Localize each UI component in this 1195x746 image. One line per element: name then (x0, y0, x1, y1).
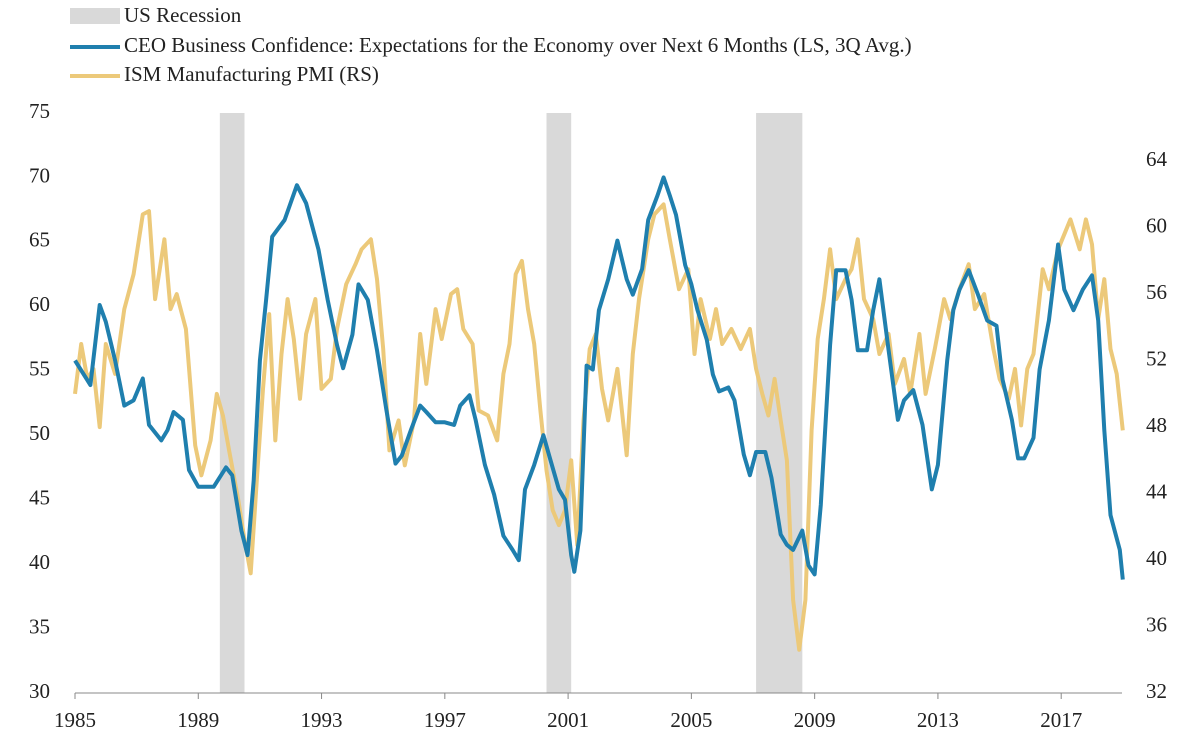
y2-tick-label: 64 (1146, 147, 1168, 171)
x-tick-label: 2017 (1040, 708, 1082, 732)
x-tick-label: 1993 (301, 708, 343, 732)
legend-swatch (70, 8, 120, 24)
x-tick-label: 2013 (917, 708, 959, 732)
y2-tick-label: 40 (1146, 546, 1167, 570)
y-tick-label: 60 (29, 292, 50, 316)
y-tick-label: 70 (29, 163, 50, 187)
y2-tick-label: 56 (1146, 280, 1167, 304)
y-tick-label: 55 (29, 357, 50, 381)
y-tick-label: 65 (29, 228, 50, 252)
y2-tick-label: 44 (1146, 479, 1168, 503)
series-line (73, 202, 1125, 652)
y-tick-label: 45 (29, 485, 50, 509)
x-tick-label: 1989 (177, 708, 219, 732)
y2-tick-label: 32 (1146, 679, 1167, 703)
legend-label: CEO Business Confidence: Expectations fo… (124, 33, 912, 57)
series-line (73, 175, 1125, 580)
y-tick-label: 40 (29, 550, 50, 574)
legend-label: US Recession (124, 3, 242, 27)
recession-band (546, 113, 572, 693)
y2-tick-label: 48 (1146, 413, 1167, 437)
y2-tick-label: 52 (1146, 346, 1167, 370)
y2-tick-label: 60 (1146, 213, 1167, 237)
legend-label: ISM Manufacturing PMI (RS) (124, 62, 379, 86)
x-tick-label: 2009 (794, 708, 836, 732)
y-tick-label: 35 (29, 614, 50, 638)
x-tick-label: 2001 (547, 708, 589, 732)
x-tick-label: 1997 (424, 708, 466, 732)
y-tick-label: 30 (29, 679, 50, 703)
recession-band (219, 113, 245, 693)
x-tick-label: 1985 (54, 708, 96, 732)
y-tick-label: 50 (29, 421, 50, 445)
y-tick-label: 75 (29, 99, 50, 123)
y2-tick-label: 36 (1146, 612, 1167, 636)
x-tick-label: 2005 (670, 708, 712, 732)
